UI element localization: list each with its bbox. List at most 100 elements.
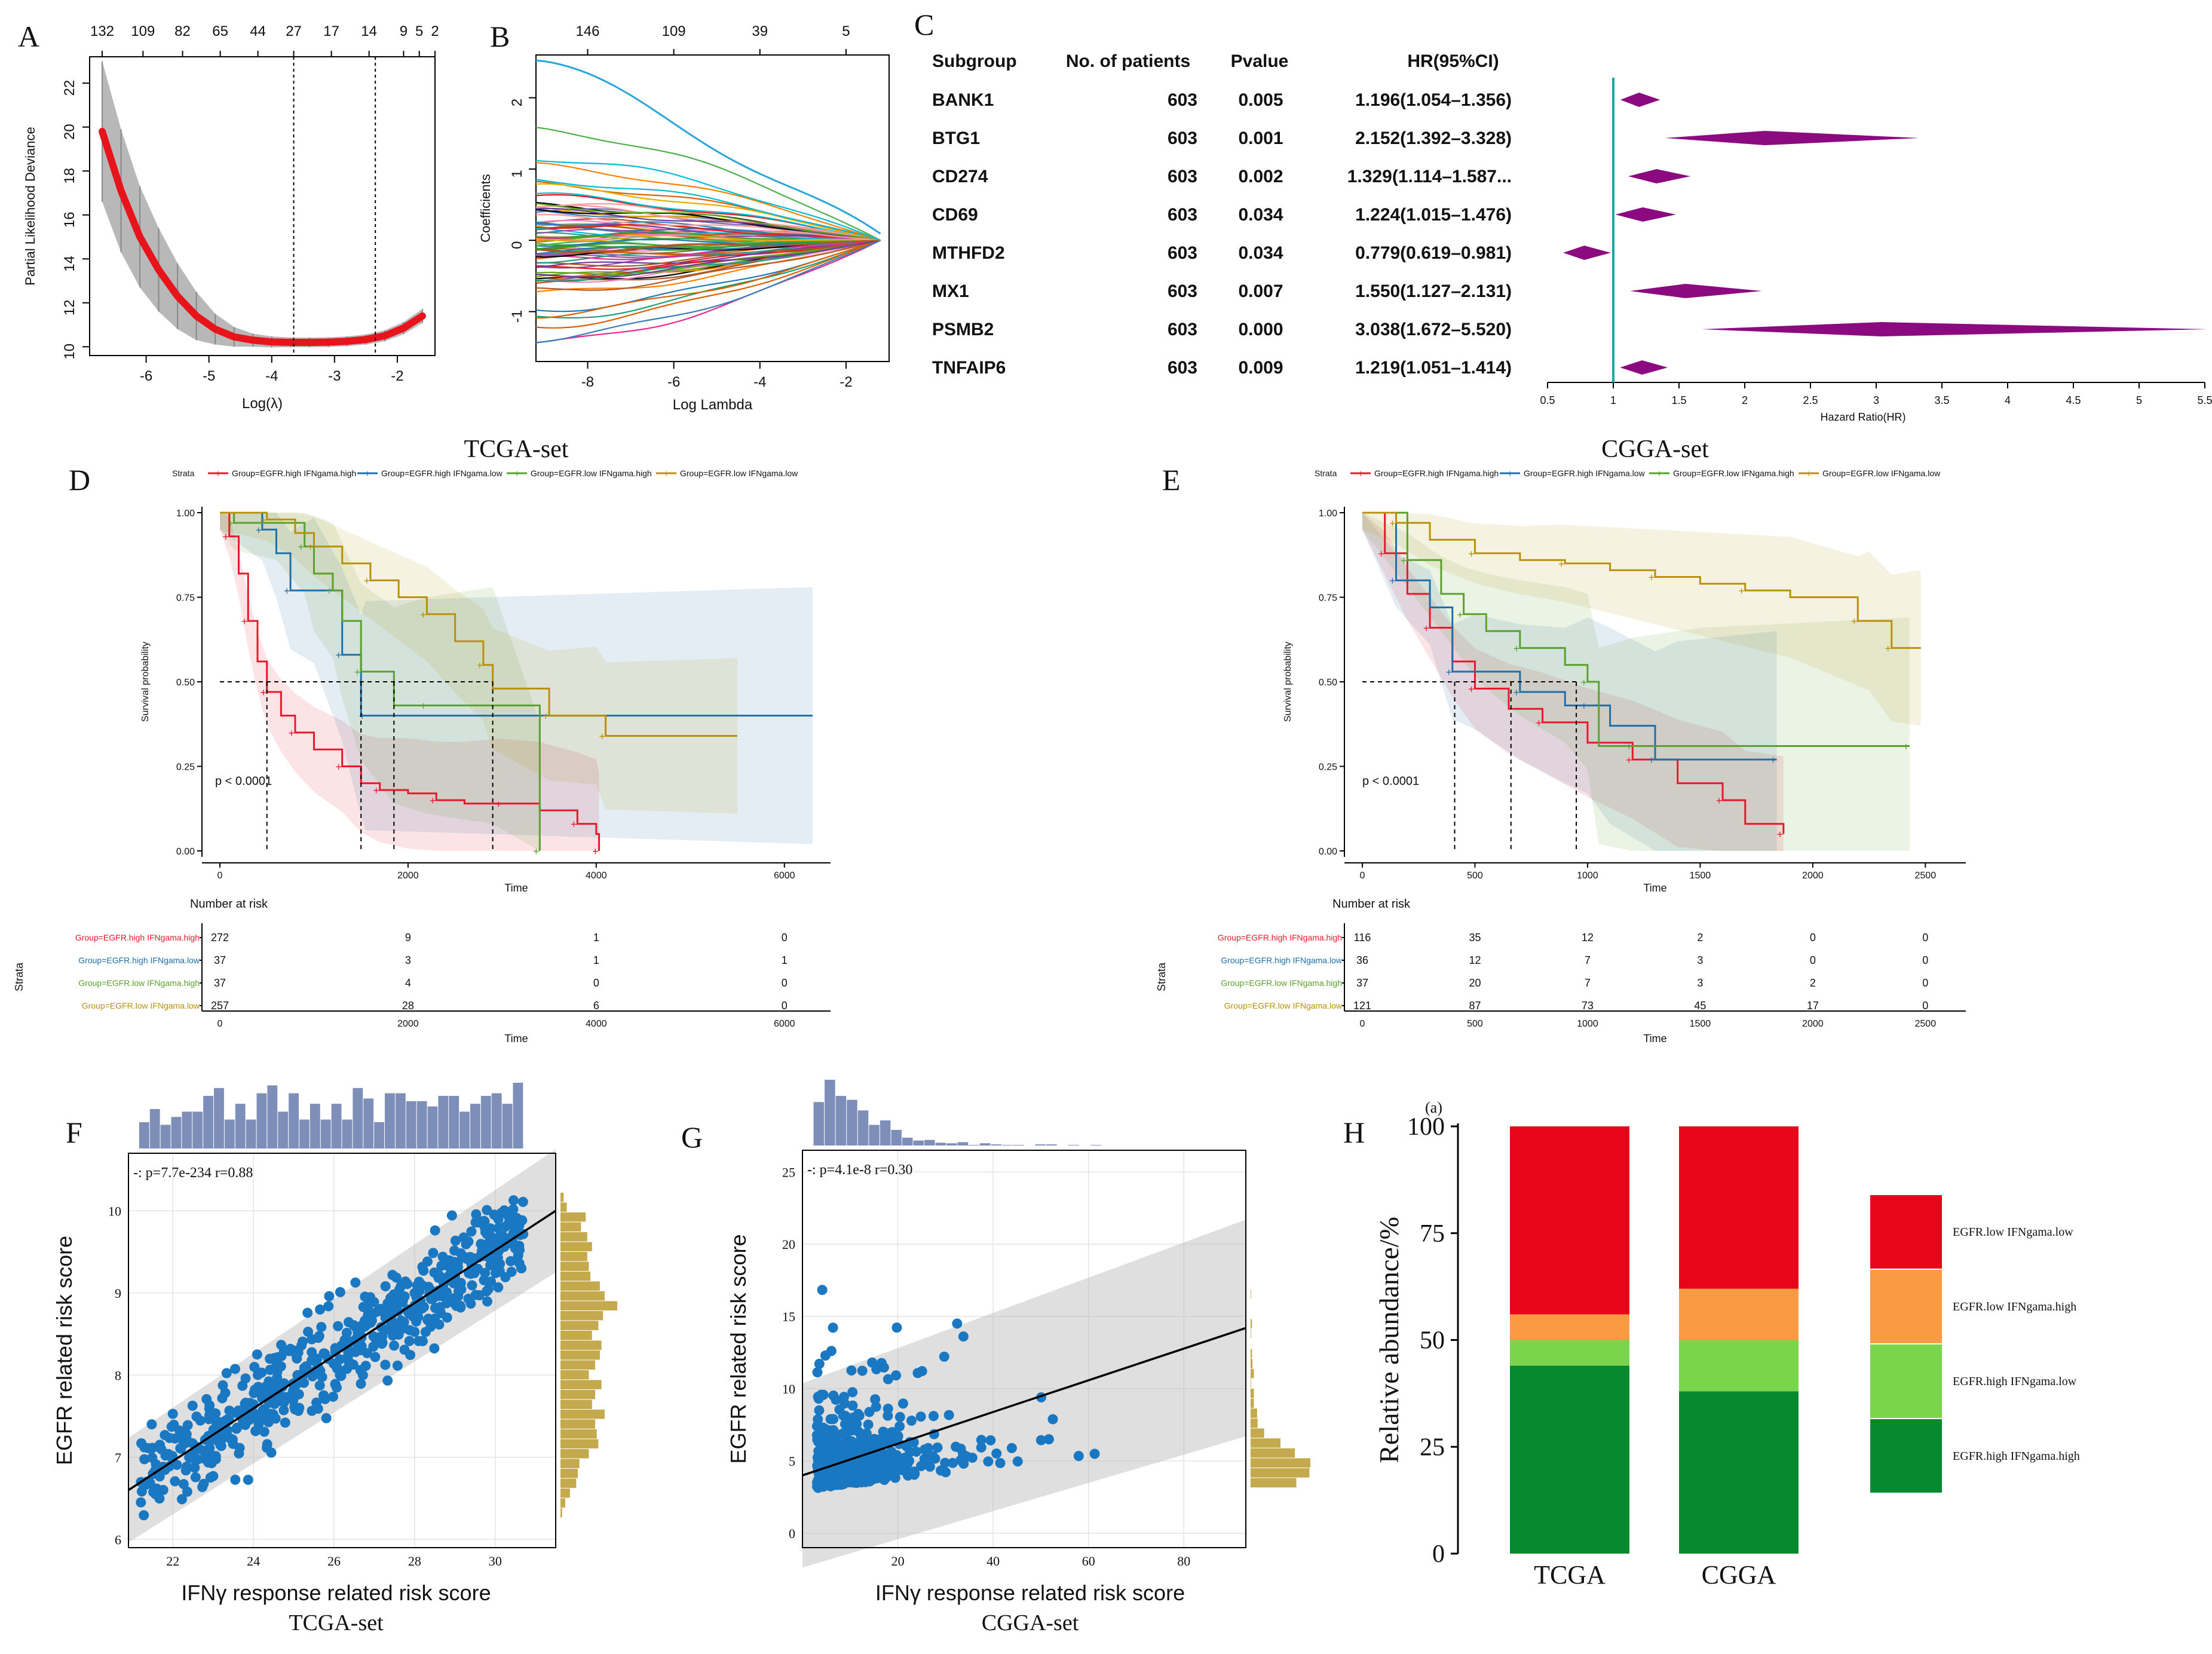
data-point: [394, 1297, 405, 1308]
coef-path: [535, 240, 881, 270]
data-point: [828, 1322, 838, 1333]
x-tick-label: 6000: [774, 871, 795, 881]
risk-count: 4: [405, 977, 411, 989]
y-tick-label: 12: [62, 299, 78, 316]
data-point: [324, 1291, 335, 1301]
risk-row-label: Group=EGFR.low IFNgama.high: [78, 978, 200, 988]
data-point: [479, 1275, 489, 1286]
data-point: [430, 1225, 440, 1236]
top-tick-label: 82: [174, 23, 191, 39]
data-point: [220, 1387, 231, 1398]
risk-count: 2: [1697, 932, 1703, 944]
plot-frame: [128, 1153, 556, 1548]
data-point: [939, 1351, 949, 1362]
risk-time-label: 2000: [397, 1019, 419, 1029]
data-point: [892, 1457, 903, 1468]
top-tick-label: 27: [286, 23, 302, 39]
data-point: [180, 1438, 191, 1448]
data-point: [482, 1205, 492, 1215]
marginal-hist-bar-x: [149, 1109, 160, 1148]
row-n: 603: [1168, 90, 1197, 110]
y-tick-label: 10: [782, 1382, 795, 1396]
data-point: [846, 1365, 857, 1376]
coef-path: [535, 213, 881, 241]
censor-mark: +: [495, 798, 502, 810]
data-point: [813, 1436, 824, 1447]
y-tick-label: 8: [115, 1368, 121, 1383]
censor-mark: +: [326, 585, 333, 597]
y-tick-label: 10: [108, 1203, 121, 1218]
data-point: [411, 1316, 422, 1327]
data-point: [148, 1487, 159, 1497]
risk-count: 1: [593, 954, 599, 966]
marginal-hist-bar-y: [560, 1419, 596, 1429]
data-point: [814, 1405, 825, 1416]
data-point: [189, 1462, 200, 1473]
data-point: [368, 1341, 379, 1352]
data-point: [372, 1306, 382, 1317]
data-point: [328, 1391, 339, 1402]
data-point: [250, 1385, 261, 1395]
risk-count: 9: [405, 932, 411, 944]
data-point: [494, 1266, 505, 1276]
y-axis-label: Survival probability: [1283, 642, 1293, 722]
data-point: [1047, 1414, 1058, 1425]
data-point: [482, 1296, 493, 1307]
survival-curve: [1362, 511, 1785, 834]
y-tick-label: 7: [115, 1450, 121, 1465]
marginal-hist-bar-y: [560, 1410, 605, 1419]
legend-title: Strata: [172, 468, 195, 478]
x-tick-label: 5.5: [2197, 394, 2212, 406]
data-point: [364, 1295, 375, 1306]
data-point: [356, 1379, 366, 1389]
data-point: [214, 1417, 225, 1428]
row-pvalue: 0.034: [1238, 205, 1283, 225]
censor-mark: +: [260, 514, 266, 526]
data-point: [995, 1457, 1006, 1468]
x-axis-label: Log(λ): [242, 396, 283, 412]
x-category-label: TCGA: [1534, 1560, 1606, 1589]
data-point: [278, 1346, 289, 1356]
data-point: [315, 1304, 326, 1315]
marginal-hist-bar-x: [331, 1104, 342, 1148]
marginal-hist-bar-x: [857, 1110, 869, 1145]
y-tick-label: 20: [62, 124, 78, 140]
marginal-hist-bar-x: [267, 1085, 278, 1148]
data-point: [240, 1373, 251, 1384]
data-point: [485, 1260, 496, 1270]
data-point: [830, 1446, 841, 1457]
data-point: [450, 1235, 461, 1246]
coef-path: [535, 240, 881, 291]
row-hr: 0.779(0.619–0.981): [1355, 243, 1512, 263]
data-point: [170, 1476, 180, 1487]
coef-path: [535, 240, 881, 344]
x-tick-label: 40: [986, 1554, 1000, 1569]
row-hr: 1.329(1.114–1.587...: [1347, 167, 1512, 186]
panel-letter-C: C: [914, 8, 934, 41]
risk-x-label: Time: [1643, 1033, 1666, 1045]
coef-path: [535, 127, 881, 241]
data-point: [985, 1435, 996, 1445]
data-point: [164, 1461, 174, 1472]
censor-mark: +: [1558, 558, 1565, 570]
risk-time-label: 0: [1360, 1019, 1365, 1029]
risk-count: 87: [1469, 1000, 1481, 1012]
data-point: [449, 1245, 460, 1256]
data-point: [496, 1208, 507, 1218]
censor-mark: +: [373, 785, 379, 797]
confidence-band: [1362, 513, 1777, 851]
data-point: [229, 1364, 240, 1374]
x-tick-label: 0: [217, 871, 223, 881]
marginal-hist-bar-y: [560, 1429, 597, 1439]
marginal-hist-bar-y: [1251, 1418, 1258, 1428]
censor-mark: +: [1536, 717, 1542, 729]
data-point: [232, 1406, 243, 1417]
censor-mark: +: [543, 710, 549, 722]
risk-count: 0: [782, 1000, 788, 1012]
y-tick-label: 1: [509, 170, 525, 177]
censor-mark: +: [335, 650, 342, 661]
censor-mark: +: [1626, 754, 1632, 766]
data-point: [271, 1360, 282, 1371]
data-point: [928, 1411, 939, 1422]
data-point: [380, 1359, 391, 1370]
